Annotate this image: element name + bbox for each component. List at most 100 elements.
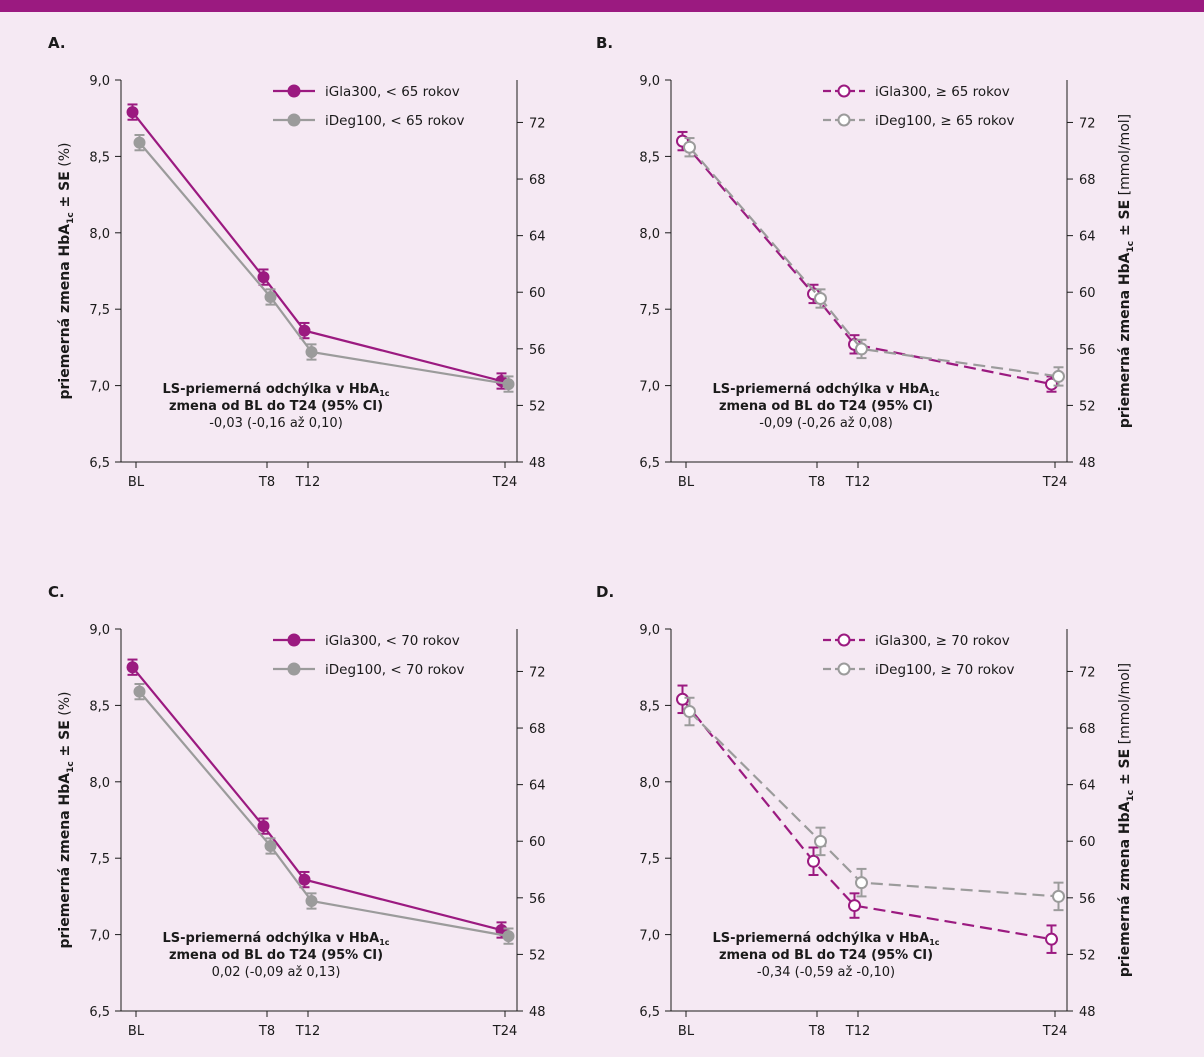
data-point <box>133 685 146 698</box>
y-axis-label: priemerná zmena HbA1c ± SE (%) <box>57 142 76 399</box>
y2-axis-label: priemerná zmena HbA1c ± SE [mmol/mol] <box>1117 114 1136 428</box>
data-point <box>676 692 689 706</box>
y-label-se: ± SE <box>57 171 73 212</box>
data-point <box>683 140 696 154</box>
series-line-1 <box>131 666 502 932</box>
data-point <box>126 106 139 119</box>
annotation-title-main: LS-priemerná odchýlka v HbA <box>713 931 930 946</box>
y2-tick-label: 64 <box>1079 230 1096 245</box>
annotation-title-sub: 1c <box>379 389 390 398</box>
data-point <box>257 820 270 833</box>
data-point <box>298 324 311 337</box>
y-label-main: priemerná zmena HbA <box>57 773 73 949</box>
chart-panel-a: A. 6,5 7,0 7,5 8,0 8,5 9,0 48 52 56 60 64 68 72 BL T8 T1… <box>48 34 546 490</box>
y-label-main: priemerná zmena HbA <box>1117 252 1133 428</box>
legend-label: iDeg100, ≥ 65 rokov <box>875 113 1015 129</box>
data-point <box>807 854 820 868</box>
y2-tick-label: 60 <box>529 286 546 301</box>
data-point <box>502 378 515 391</box>
x-tick-label: BL <box>128 1024 145 1039</box>
legend-label: iDeg100, < 70 rokov <box>325 662 465 678</box>
annotation-title: LS-priemerná odchýlka v HbA1c <box>713 382 940 398</box>
y-tick-label: 7,0 <box>639 380 660 395</box>
y2-tick-label: 60 <box>529 835 546 850</box>
top-banner-bar <box>0 0 1204 12</box>
y2-tick-label: 48 <box>529 456 546 471</box>
y2-tick-label: 56 <box>1079 343 1096 358</box>
y-tick-label: 7,0 <box>89 929 110 944</box>
y2-tick-label: 68 <box>1079 722 1096 737</box>
data-point <box>305 894 318 907</box>
x-tick-label: T24 <box>1042 1024 1067 1039</box>
annotation-title-sub: 1c <box>379 938 390 947</box>
y-tick-label: 8,0 <box>639 227 660 242</box>
legend-label: iGla300, < 70 rokov <box>325 633 460 649</box>
y-tick-label: 7,0 <box>639 929 660 944</box>
y-label-subscript: 1c <box>66 212 76 224</box>
annotation-value: -0,03 (-0,16 až 0,10) <box>209 416 343 431</box>
annotation-title-main: LS-priemerná odchýlka v HbA <box>713 382 930 397</box>
y2-tick-label: 52 <box>529 948 546 963</box>
legend-label: iGla300, ≥ 70 rokov <box>875 633 1010 649</box>
x-tick-label: T12 <box>845 1024 870 1039</box>
y-label-main: priemerná zmena HbA <box>57 224 73 400</box>
annotation-subtitle: zmena od BL do T24 (95% CI) <box>169 399 383 414</box>
x-tick-label: T8 <box>808 475 825 490</box>
y-tick-label: 7,5 <box>639 852 660 867</box>
series-line-1 <box>681 698 1052 941</box>
data-point <box>814 292 827 306</box>
x-tick-label: T12 <box>295 475 320 490</box>
chart-panel-c: C. 6,5 7,0 7,5 8,0 8,5 9,0 48 52 56 60 64 68 72 BL T8 T1… <box>48 583 546 1039</box>
panel-label: B. <box>596 34 613 52</box>
panel-label: A. <box>48 34 66 52</box>
y-tick-label: 7,5 <box>639 303 660 318</box>
y-tick-label: 6,5 <box>639 1005 660 1020</box>
data-point <box>264 839 277 852</box>
data-point <box>264 290 277 303</box>
y-label-unit: (%) <box>57 691 73 720</box>
y2-tick-label: 52 <box>529 399 546 414</box>
legend-marker <box>287 633 301 647</box>
annotation-subtitle: zmena od BL do T24 (95% CI) <box>719 948 933 963</box>
y-tick-label: 6,5 <box>89 456 110 471</box>
series-line-2 <box>138 690 509 938</box>
y-tick-label: 9,0 <box>89 74 110 89</box>
data-point <box>257 271 270 284</box>
data-point <box>1052 889 1065 903</box>
annotation-title-sub: 1c <box>929 938 940 947</box>
panel-label: C. <box>48 583 65 601</box>
y2-tick-label: 56 <box>1079 892 1096 907</box>
chart-panel-b: B. 6,5 7,0 7,5 8,0 8,5 9,0 48 52 56 60 64 68 72 BL T8 T1… <box>596 34 1136 490</box>
y-label-se: ± SE <box>57 720 73 761</box>
y-label-unit: (%) <box>57 142 73 171</box>
legend-label: iDeg100, < 65 rokov <box>325 113 465 129</box>
y2-tick-label: 52 <box>1079 399 1096 414</box>
data-point <box>683 705 696 719</box>
y2-tick-label: 68 <box>529 173 546 188</box>
data-point <box>133 136 146 149</box>
y-label-se: ± SE <box>1117 200 1133 241</box>
annotation-subtitle: zmena od BL do T24 (95% CI) <box>169 948 383 963</box>
y-tick-label: 8,0 <box>639 776 660 791</box>
y-tick-label: 9,0 <box>639 623 660 638</box>
y-tick-label: 8,5 <box>639 699 660 714</box>
y2-tick-label: 52 <box>1079 948 1096 963</box>
data-point <box>1052 369 1065 383</box>
legend-marker <box>287 113 301 127</box>
legend-marker <box>837 113 851 127</box>
x-tick-label: T24 <box>1042 475 1067 490</box>
y2-tick-label: 64 <box>529 230 546 245</box>
y-label-se: ± SE <box>1117 749 1133 790</box>
y-tick-label: 8,5 <box>639 150 660 165</box>
y2-tick-label: 72 <box>1079 665 1096 680</box>
data-point <box>502 930 515 943</box>
series-line-2 <box>138 141 509 386</box>
legend-marker <box>287 84 301 98</box>
y2-tick-label: 72 <box>1079 116 1096 131</box>
legend-marker <box>837 84 851 98</box>
data-point <box>298 873 311 886</box>
y-tick-label: 7,5 <box>89 852 110 867</box>
x-tick-label: T24 <box>492 1024 517 1039</box>
data-point <box>126 661 139 674</box>
